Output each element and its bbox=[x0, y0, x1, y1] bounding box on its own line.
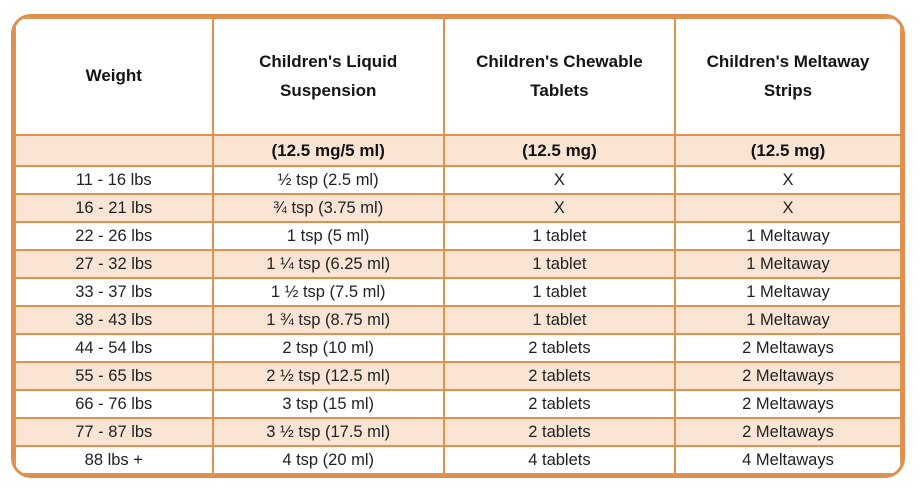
table-row: 66 - 76 lbs 3 tsp (15 ml) 2 tablets 2 Me… bbox=[14, 389, 902, 419]
chewable-dose-cell: 1 tablet bbox=[442, 305, 677, 335]
weight-cell: 16 - 21 lbs bbox=[14, 193, 214, 223]
weight-cell: 38 - 43 lbs bbox=[14, 305, 214, 335]
weight-cell: 66 - 76 lbs bbox=[14, 389, 214, 419]
column-header-chewable-tablets: Children's Chewable Tablets bbox=[442, 17, 677, 136]
column-header-label: Children's Liquid Suspension bbox=[259, 52, 398, 100]
column-header-weight: Weight bbox=[14, 17, 214, 136]
table-row: 88 lbs + 4 tsp (20 ml) 4 tablets 4 Melta… bbox=[14, 445, 902, 475]
chewable-dose-cell: 1 tablet bbox=[442, 221, 677, 251]
weight-cell: 33 - 37 lbs bbox=[14, 277, 214, 307]
weight-cell: 88 lbs + bbox=[14, 445, 214, 475]
table-row: 33 - 37 lbs 1 ½ tsp (7.5 ml) 1 tablet 1 … bbox=[14, 277, 902, 307]
weight-cell: 11 - 16 lbs bbox=[14, 165, 214, 195]
liquid-dose-cell: 1 ¾ tsp (8.75 ml) bbox=[211, 305, 445, 335]
meltaway-dose-cell: 2 Meltaways bbox=[674, 417, 902, 447]
column-header-liquid-suspension: Children's Liquid Suspension bbox=[211, 17, 445, 136]
table-subheader-row: (12.5 mg/5 ml) (12.5 mg) (12.5 mg) bbox=[14, 134, 902, 167]
subheader-meltaway-strength: (12.5 mg) bbox=[674, 134, 902, 167]
liquid-dose-cell: ¾ tsp (3.75 ml) bbox=[211, 193, 445, 223]
meltaway-dose-cell: 1 Meltaway bbox=[674, 277, 902, 307]
meltaway-dose-cell: X bbox=[674, 193, 902, 223]
liquid-dose-cell: 3 ½ tsp (17.5 ml) bbox=[211, 417, 445, 447]
weight-cell: 77 - 87 lbs bbox=[14, 417, 214, 447]
table-header-row: Weight Children's Liquid Suspension Chil… bbox=[14, 17, 902, 136]
meltaway-dose-cell: 1 Meltaway bbox=[674, 221, 902, 251]
weight-cell: 22 - 26 lbs bbox=[14, 221, 214, 251]
chewable-dose-cell: 1 tablet bbox=[442, 249, 677, 279]
chewable-dose-cell: 2 tablets bbox=[442, 333, 677, 363]
chewable-dose-cell: 2 tablets bbox=[442, 417, 677, 447]
table-row: 22 - 26 lbs 1 tsp (5 ml) 1 tablet 1 Melt… bbox=[14, 221, 902, 251]
column-header-label: Children's Chewable Tablets bbox=[476, 52, 643, 100]
liquid-dose-cell: 2 tsp (10 ml) bbox=[211, 333, 445, 363]
meltaway-dose-cell: X bbox=[674, 165, 902, 195]
dosing-table-frame: Weight Children's Liquid Suspension Chil… bbox=[11, 14, 905, 478]
weight-cell: 44 - 54 lbs bbox=[14, 333, 214, 363]
meltaway-dose-cell: 2 Meltaways bbox=[674, 361, 902, 391]
liquid-dose-cell: 1 tsp (5 ml) bbox=[211, 221, 445, 251]
meltaway-dose-cell: 1 Meltaway bbox=[674, 249, 902, 279]
chewable-dose-cell: 2 tablets bbox=[442, 389, 677, 419]
weight-cell: 27 - 32 lbs bbox=[14, 249, 214, 279]
table-row: 77 - 87 lbs 3 ½ tsp (17.5 ml) 2 tablets … bbox=[14, 417, 902, 447]
column-header-label: Children's Meltaway Strips bbox=[706, 52, 870, 100]
table-row: 44 - 54 lbs 2 tsp (10 ml) 2 tablets 2 Me… bbox=[14, 333, 902, 363]
chewable-dose-cell: 4 tablets bbox=[442, 445, 677, 475]
column-header-meltaway-strips: Children's Meltaway Strips bbox=[674, 17, 902, 136]
meltaway-dose-cell: 1 Meltaway bbox=[674, 305, 902, 335]
liquid-dose-cell: 2 ½ tsp (12.5 ml) bbox=[211, 361, 445, 391]
table-row: 55 - 65 lbs 2 ½ tsp (12.5 ml) 2 tablets … bbox=[14, 361, 902, 391]
liquid-dose-cell: 1 ½ tsp (7.5 ml) bbox=[211, 277, 445, 307]
weight-cell: 55 - 65 lbs bbox=[14, 361, 214, 391]
liquid-dose-cell: 3 tsp (15 ml) bbox=[211, 389, 445, 419]
chewable-dose-cell: X bbox=[442, 165, 677, 195]
subheader-weight bbox=[14, 134, 214, 167]
subheader-chewable-strength: (12.5 mg) bbox=[442, 134, 677, 167]
dosing-table: Weight Children's Liquid Suspension Chil… bbox=[14, 17, 902, 475]
meltaway-dose-cell: 2 Meltaways bbox=[674, 333, 902, 363]
table-row: 11 - 16 lbs ½ tsp (2.5 ml) X X bbox=[14, 165, 902, 195]
liquid-dose-cell: 4 tsp (20 ml) bbox=[211, 445, 445, 475]
meltaway-dose-cell: 4 Meltaways bbox=[674, 445, 902, 475]
column-header-label: Weight bbox=[85, 66, 142, 86]
meltaway-dose-cell: 2 Meltaways bbox=[674, 389, 902, 419]
subheader-liquid-strength: (12.5 mg/5 ml) bbox=[211, 134, 445, 167]
table-row: 38 - 43 lbs 1 ¾ tsp (8.75 ml) 1 tablet 1… bbox=[14, 305, 902, 335]
table-row: 16 - 21 lbs ¾ tsp (3.75 ml) X X bbox=[14, 193, 902, 223]
liquid-dose-cell: ½ tsp (2.5 ml) bbox=[211, 165, 445, 195]
table-row: 27 - 32 lbs 1 ¼ tsp (6.25 ml) 1 tablet 1… bbox=[14, 249, 902, 279]
chewable-dose-cell: X bbox=[442, 193, 677, 223]
chewable-dose-cell: 2 tablets bbox=[442, 361, 677, 391]
chewable-dose-cell: 1 tablet bbox=[442, 277, 677, 307]
liquid-dose-cell: 1 ¼ tsp (6.25 ml) bbox=[211, 249, 445, 279]
